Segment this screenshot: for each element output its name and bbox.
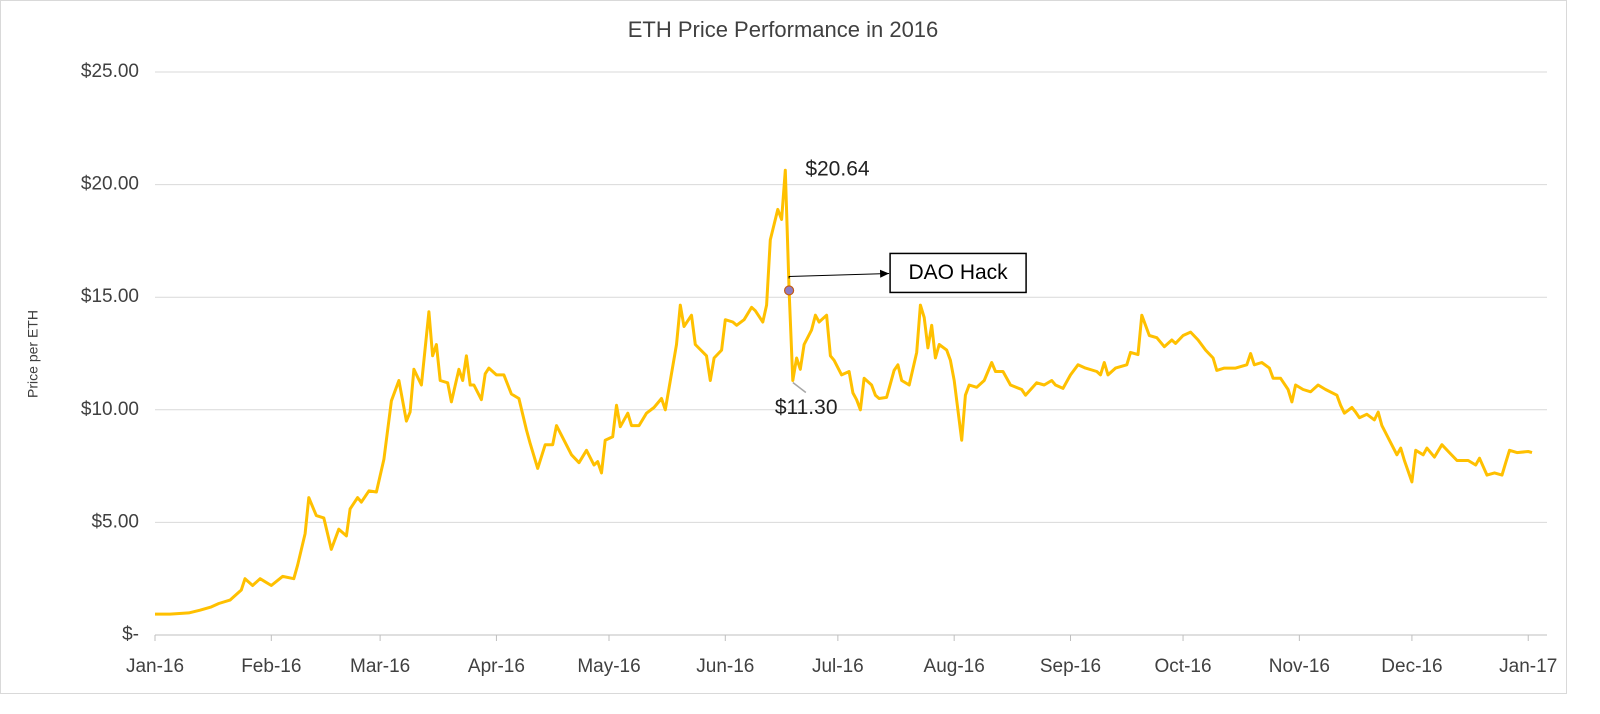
y-tick-label: $- <box>122 624 139 645</box>
y-tick-label: $15.00 <box>81 286 139 307</box>
chart-title: ETH Price Performance in 2016 <box>628 17 939 42</box>
dao-box <box>889 252 1027 294</box>
dao-point <box>783 285 795 296</box>
x-tick-label: Jun-16 <box>696 656 754 677</box>
y-tick-label: $5.00 <box>91 511 139 532</box>
x-tick-label: Dec-16 <box>1381 656 1442 677</box>
x-tick-label: Feb-16 <box>241 656 301 677</box>
y-tick-label: $20.00 <box>81 174 139 195</box>
trough-label: $11.30 <box>775 396 838 419</box>
x-tick-label: Nov-16 <box>1269 656 1330 677</box>
x-tick-label: Mar-16 <box>350 656 410 677</box>
x-tick-label: Apr-16 <box>468 656 525 677</box>
x-tick-label: Jan-16 <box>126 656 184 677</box>
x-tick-label: Jul-16 <box>812 656 864 677</box>
trough-leader <box>792 381 807 394</box>
y-axis-label: Price per ETH <box>25 310 41 398</box>
x-tick-label: Sep-16 <box>1040 656 1101 677</box>
y-tick-label: $10.00 <box>81 399 139 420</box>
chart-border <box>0 0 1567 694</box>
price-line <box>155 168 1533 616</box>
x-tick-label: May-16 <box>577 656 640 677</box>
dao-label: DAO Hack <box>908 261 1008 284</box>
y-tick-label: $25.00 <box>81 61 139 82</box>
x-tick-label: Jan-17 <box>1499 656 1557 677</box>
peak-label: $20.64 <box>805 158 870 181</box>
x-tick-label: Aug-16 <box>924 656 985 677</box>
x-tick-label: Oct-16 <box>1155 656 1212 677</box>
dao-arrow <box>788 269 890 279</box>
